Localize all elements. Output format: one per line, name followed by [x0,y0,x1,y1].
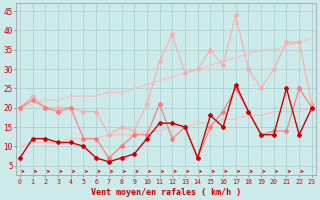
X-axis label: Vent moyen/en rafales ( km/h ): Vent moyen/en rafales ( km/h ) [91,188,241,197]
